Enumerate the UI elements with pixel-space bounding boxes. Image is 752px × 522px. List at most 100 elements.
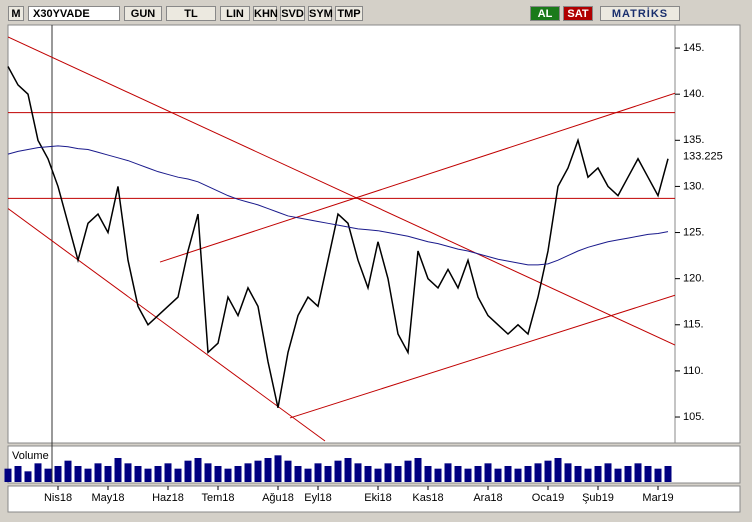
volume-bar	[74, 466, 82, 482]
volume-bar	[134, 466, 142, 482]
x-tick-label: Haz18	[152, 492, 184, 504]
volume-bar	[344, 458, 352, 482]
volume-bar	[444, 463, 452, 482]
x-tick-label: Nis18	[44, 492, 72, 504]
volume-bar	[14, 466, 22, 482]
toolbar-button[interactable]: SYM	[308, 6, 333, 21]
toolbar-button[interactable]: GUN	[124, 6, 162, 21]
x-tick-label: Oca19	[532, 492, 564, 504]
y-tick-label: 110.	[683, 365, 704, 377]
volume-bar	[524, 466, 532, 482]
symbol-box[interactable]: X30YVADE	[28, 6, 120, 21]
y-tick-label: 115.	[683, 319, 704, 331]
volume-bar	[434, 468, 442, 482]
volume-bar	[184, 460, 192, 482]
volume-bar	[494, 468, 502, 482]
volume-bar	[54, 466, 62, 482]
toolbar-button[interactable]: TMP	[335, 6, 363, 21]
volume-bar	[564, 463, 572, 482]
series-line	[7, 66, 669, 408]
trend-line	[8, 36, 675, 346]
volume-bar	[34, 463, 42, 482]
volume-bar	[144, 468, 152, 482]
y-tick-label: 145.	[683, 42, 704, 54]
volume-bar	[64, 460, 72, 482]
volume-bar	[404, 460, 412, 482]
logo[interactable]: M	[8, 6, 24, 21]
volume-bar	[424, 466, 432, 482]
volume-bar	[304, 468, 312, 482]
volume-bar	[284, 460, 292, 482]
volume-bar	[504, 466, 512, 482]
x-tick-label: Ağu18	[262, 492, 294, 504]
volume-bar	[634, 463, 642, 482]
x-tick-label: Eki18	[364, 492, 392, 504]
volume-bar	[224, 468, 232, 482]
volume-bar	[324, 466, 332, 482]
y-tick-label: 140.	[683, 88, 704, 100]
y-tick-label: 105.	[683, 411, 704, 423]
volume-bar	[334, 460, 342, 482]
x-tick-label: Mar19	[642, 492, 673, 504]
x-tick-label: Şub19	[582, 492, 614, 504]
volume-bar	[644, 466, 652, 482]
volume-bar	[664, 466, 672, 482]
series-line	[7, 145, 669, 266]
x-tick-label: May18	[91, 492, 124, 504]
y-tick-label: 125.	[683, 226, 704, 238]
volume-bar	[554, 458, 562, 482]
volume-bar	[454, 466, 462, 482]
volume-bar	[394, 466, 402, 482]
volume-bar	[514, 468, 522, 482]
volume-bar	[174, 468, 182, 482]
volume-bar	[164, 463, 172, 482]
toolbar-button[interactable]: TL	[166, 6, 216, 21]
volume-bar	[4, 468, 12, 482]
volume-bar	[314, 463, 322, 482]
plot-frame	[7, 24, 741, 444]
x-tick-label: Eyl18	[304, 492, 332, 504]
last-value-label: 133.225	[683, 151, 723, 163]
volume-bar	[234, 466, 242, 482]
volume-bar	[104, 466, 112, 482]
volume-bar	[364, 466, 372, 482]
volume-bar	[414, 458, 422, 482]
buy-button[interactable]: AL	[530, 6, 560, 21]
volume-bar	[214, 466, 222, 482]
volume-label: Volume	[12, 450, 49, 462]
volume-bar	[624, 466, 632, 482]
volume-bar	[374, 468, 382, 482]
trend-line	[159, 92, 675, 263]
volume-bar	[274, 455, 282, 482]
volume-bar	[44, 468, 52, 482]
volume-bar	[534, 463, 542, 482]
y-tick-label: 135.	[683, 134, 704, 146]
volume-bar	[544, 460, 552, 482]
brand: MATRİKS	[600, 6, 680, 21]
x-tick-label: Tem18	[201, 492, 234, 504]
volume-bar	[254, 460, 262, 482]
volume-bar	[154, 466, 162, 482]
volume-bar	[264, 458, 272, 482]
trend-line	[289, 294, 675, 419]
toolbar-button[interactable]: KHN	[253, 6, 278, 21]
sell-button[interactable]: SAT	[563, 6, 593, 21]
volume-bar	[244, 463, 252, 482]
volume-bar	[474, 466, 482, 482]
volume-bar	[194, 458, 202, 482]
y-tick-label: 120.	[683, 273, 704, 285]
volume-bar	[484, 463, 492, 482]
toolbar-button[interactable]: LIN	[220, 6, 250, 21]
volume-bar	[294, 466, 302, 482]
volume-bar	[204, 463, 212, 482]
x-tick-label: Kas18	[412, 492, 443, 504]
volume-bar	[614, 468, 622, 482]
toolbar-button[interactable]: SVD	[280, 6, 305, 21]
volume-bar	[654, 468, 662, 482]
trend-line	[8, 208, 326, 442]
x-tick-label: Ara18	[473, 492, 502, 504]
last-value-box	[676, 149, 728, 164]
date-axis-frame	[7, 485, 741, 513]
